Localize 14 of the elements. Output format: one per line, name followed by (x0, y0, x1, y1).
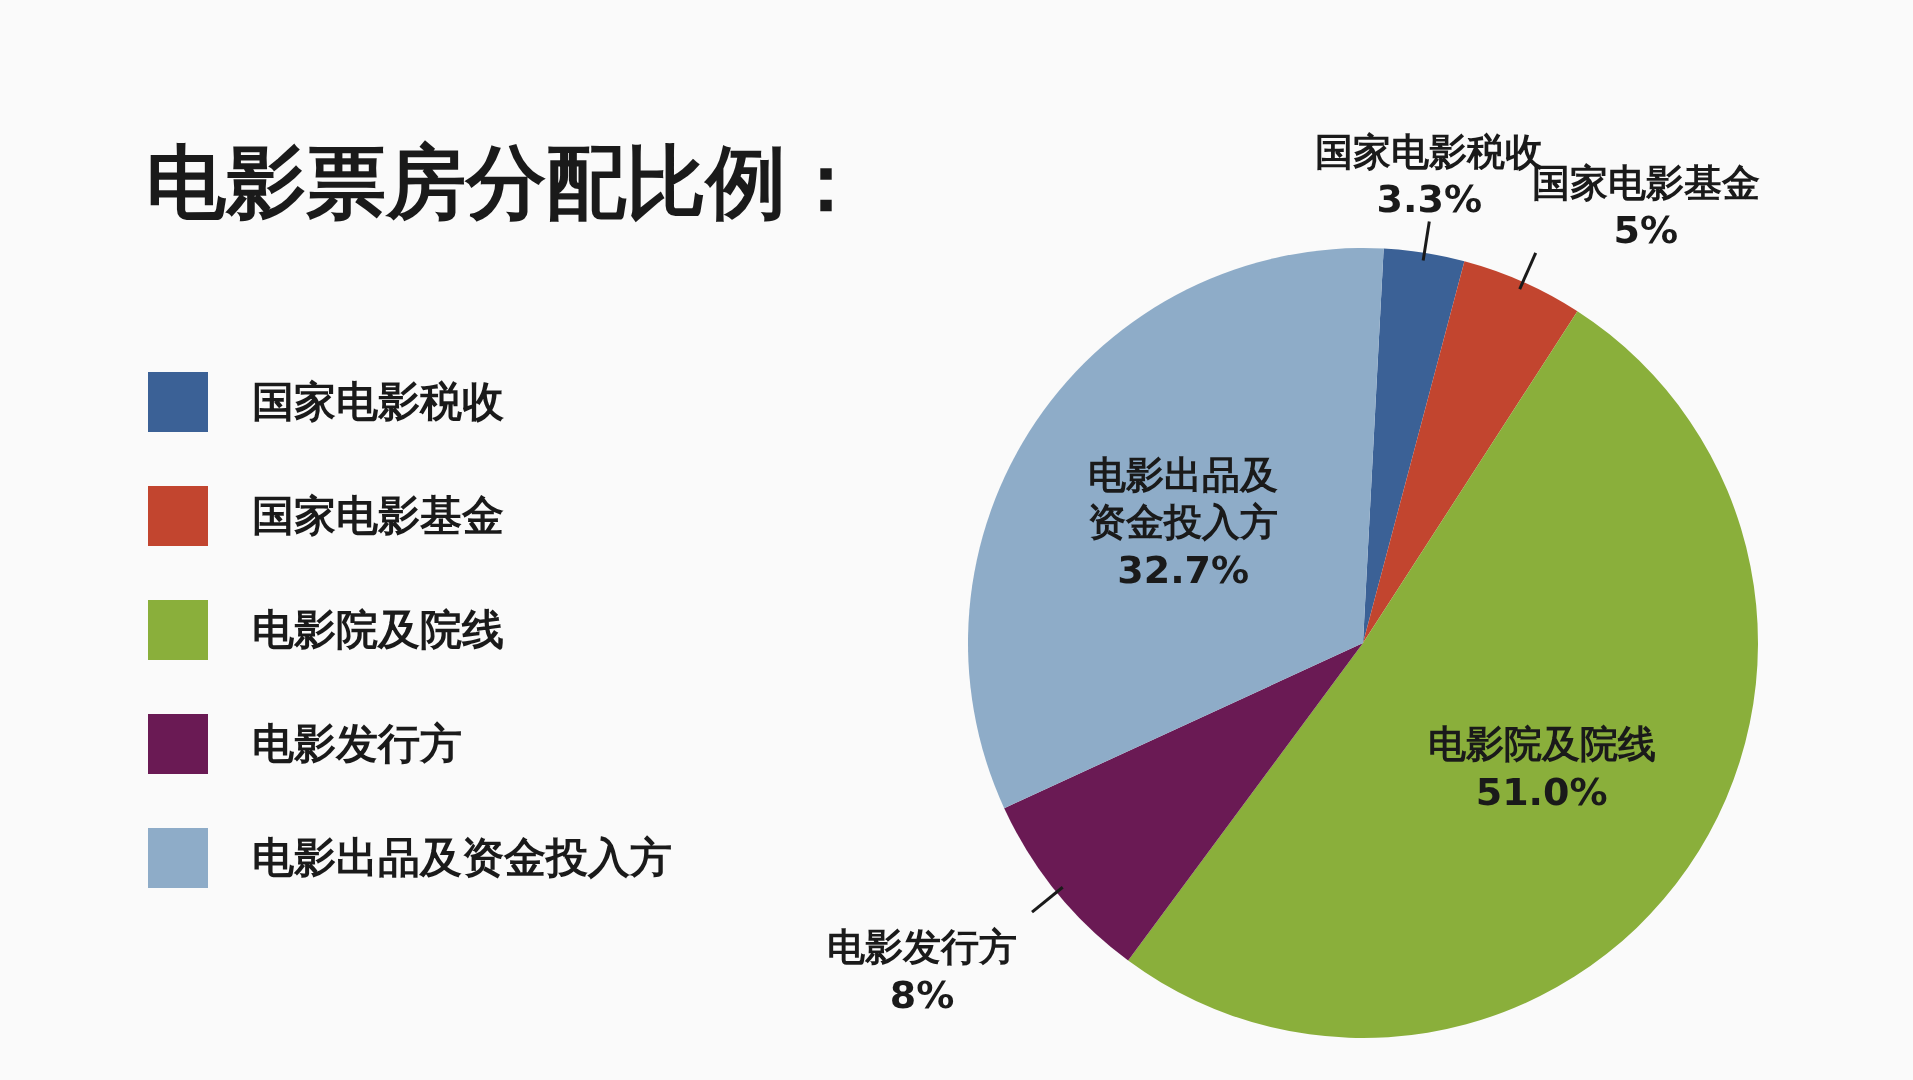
data-label: 51.0% (1475, 769, 1608, 814)
legend-label: 国家电影基金 (252, 491, 504, 540)
data-label: 32.7% (1117, 547, 1250, 592)
data-label: 5% (1613, 208, 1678, 253)
legend-label: 电影发行方 (252, 719, 462, 768)
slice-label: 电影出品及资金投入方 (1088, 452, 1279, 545)
legend-label: 国家电影税收 (252, 377, 505, 426)
slice-label: 电影发行方 (827, 925, 1018, 970)
chart-title: 电影票房分配比例： (146, 136, 866, 229)
slice-label: 电影院及院线 (1427, 722, 1656, 767)
legend-label: 电影院及院线 (252, 605, 504, 654)
data-label: 8% (889, 972, 955, 1017)
legend-label: 电影出品及资金投入方 (252, 833, 672, 882)
data-label: 3.3% (1376, 177, 1482, 222)
